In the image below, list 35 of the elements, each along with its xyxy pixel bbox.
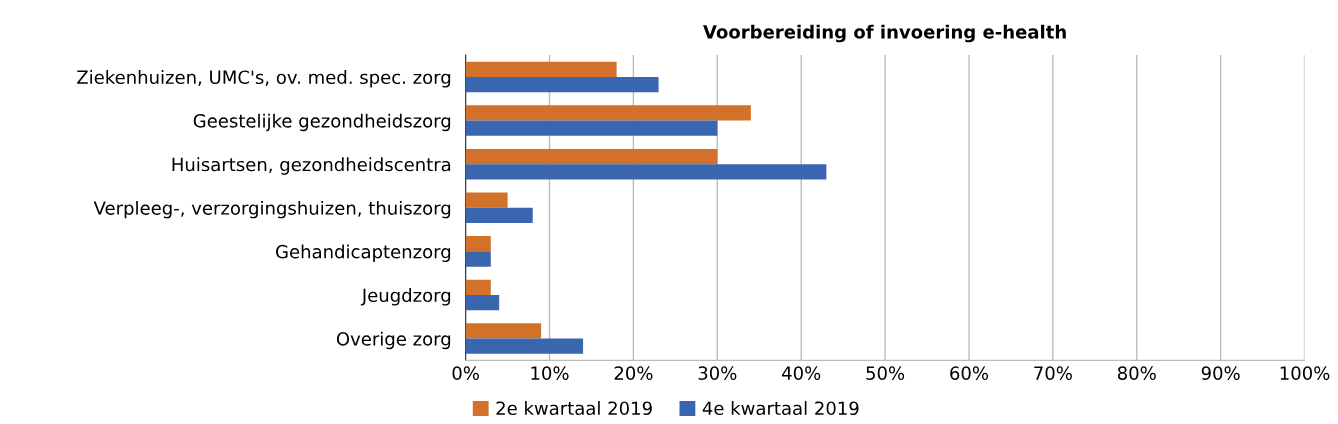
bar xyxy=(465,338,584,354)
y-tick-label: Verpleeg-, verzorgingshuizen, thuiszorg xyxy=(93,200,451,219)
bar xyxy=(465,207,533,224)
bar xyxy=(465,61,617,77)
bar xyxy=(465,294,500,311)
x-tick-label: 30% xyxy=(698,366,737,380)
x-tick-label: 70% xyxy=(1034,366,1072,380)
x-tick-label: 40% xyxy=(782,366,821,380)
y-tick-label: Ziekenhuizen, UMC's, ov. med. spec. zorg xyxy=(77,70,451,88)
y-tick-label: Jeugdzorg xyxy=(360,288,451,306)
bar xyxy=(465,120,718,136)
bar xyxy=(465,236,491,252)
x-tick-label: 0% xyxy=(452,366,479,380)
y-tick-label: Geestelijke gezondheidszorg xyxy=(193,113,451,132)
legend-label: 4e kwartaal 2019 xyxy=(702,401,859,416)
x-tick-label: 10% xyxy=(531,366,569,380)
x-tick-label: 50% xyxy=(866,366,905,380)
bar xyxy=(465,251,491,267)
y-tick-label: Gehandicaptenzorg xyxy=(276,244,451,262)
bar xyxy=(465,192,508,208)
x-tick-label: 90% xyxy=(1201,366,1240,380)
x-tick-label: 100% xyxy=(1280,366,1330,380)
bar xyxy=(465,76,659,93)
x-tick-label: 60% xyxy=(950,366,989,380)
bar xyxy=(465,105,751,121)
y-tick-label: Huisartsen, gezondheidscentra xyxy=(172,157,451,175)
y-tick-label: Overige zorg xyxy=(336,331,451,350)
bar xyxy=(465,323,542,339)
x-tick-label: 80% xyxy=(1117,366,1156,380)
bar xyxy=(465,279,491,295)
bar xyxy=(465,164,827,180)
legend-label: 2e kwartaal 2019 xyxy=(496,401,652,416)
bar xyxy=(465,148,718,165)
x-tick-label: 20% xyxy=(614,366,653,380)
chart-title: Voorbereiding of invoering e-health xyxy=(703,24,1066,43)
